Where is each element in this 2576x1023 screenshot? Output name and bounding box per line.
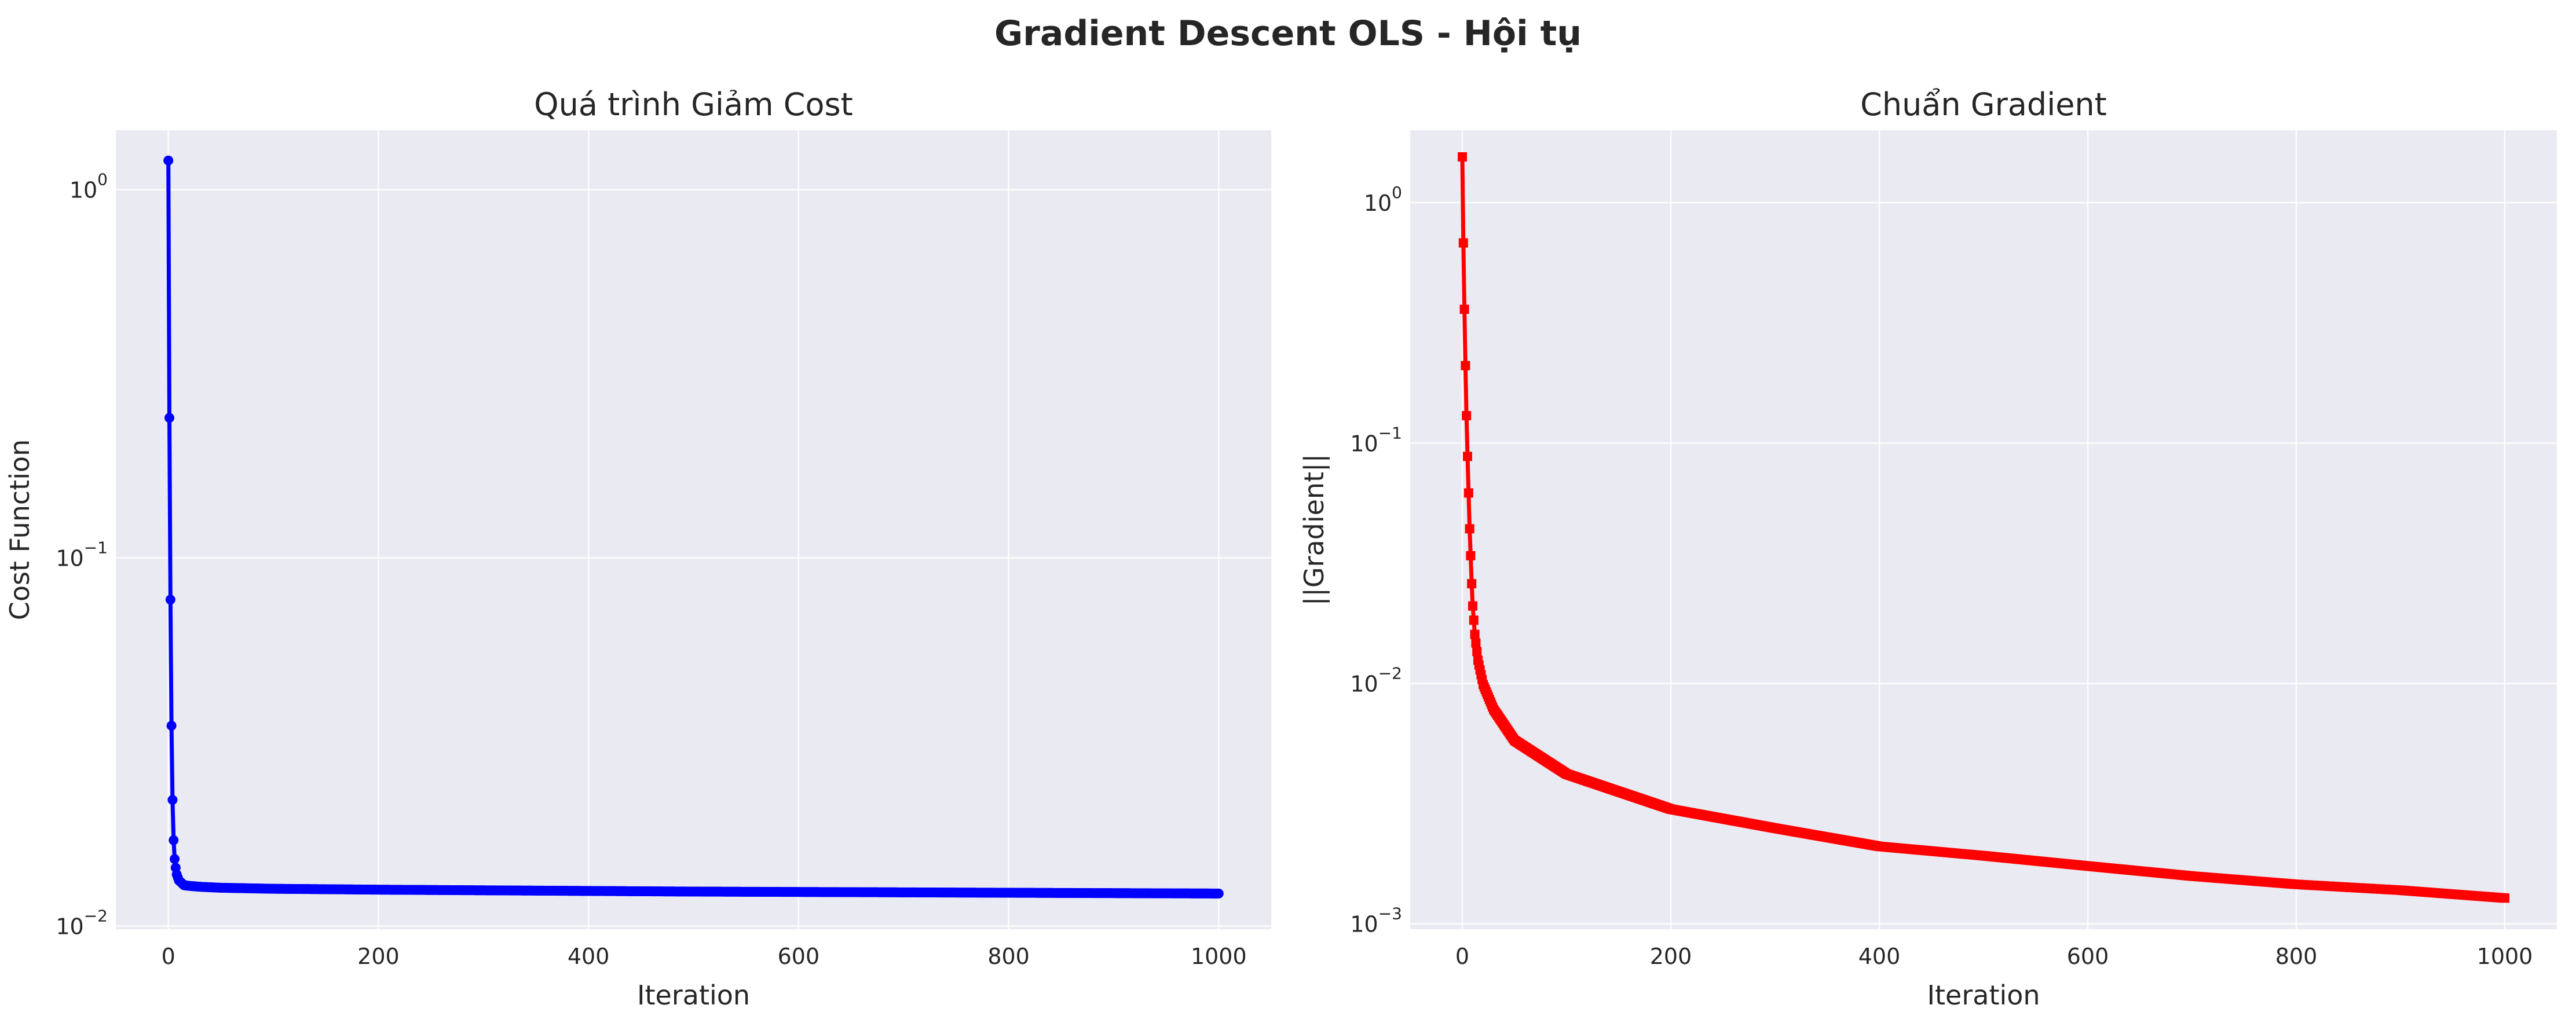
gradient-data-point <box>1463 488 1473 498</box>
gradient-data-point <box>1468 601 1477 611</box>
gradient-data-point <box>2500 893 2509 903</box>
gradient-data-point <box>1459 305 1469 314</box>
cost-data-point <box>1213 888 1224 899</box>
gradient-data-point <box>1466 551 1476 560</box>
cost-plot-area <box>116 130 1271 929</box>
gradient-data-point <box>1471 638 1481 648</box>
gradient-y-tick-label: 100 <box>1364 183 1402 216</box>
gradient-x-tick-label: 200 <box>1650 944 1692 969</box>
cost-chart-title: Quá trình Giảm Cost <box>534 86 853 123</box>
cost-y-axis-label: Cost Function <box>4 439 35 621</box>
cost-data-point <box>167 795 178 805</box>
gradient-data-point <box>1461 361 1470 371</box>
cost-x-tick-label: 800 <box>987 944 1030 969</box>
gradient-x-tick-label: 1000 <box>2477 944 2533 969</box>
gradient-data-point <box>1458 238 1468 248</box>
gradient-data-point <box>1463 452 1472 461</box>
gradient-data-point <box>1472 647 1482 657</box>
gradient-data-point <box>1458 152 1467 162</box>
gradient-x-axis-label: Iteration <box>1927 980 2040 1011</box>
cost-x-tick-label: 0 <box>162 944 175 969</box>
gradient-y-tick-label: 10−1 <box>1350 423 1402 456</box>
gradient-x-tick-label: 800 <box>2275 944 2318 969</box>
gradient-data-point <box>1470 629 1480 639</box>
cost-data-point <box>170 854 180 864</box>
cost-y-tick-label: 100 <box>69 170 108 203</box>
cost-x-axis-label: Iteration <box>637 980 750 1011</box>
cost-series-markers <box>163 155 1224 899</box>
cost-data-point <box>169 835 179 845</box>
gradient-y-tick-label: 10−3 <box>1350 904 1402 937</box>
cost-data-point <box>163 155 174 166</box>
gradient-x-tick-label: 0 <box>1455 944 1469 969</box>
cost-x-tick-label: 600 <box>778 944 820 969</box>
gradient-data-point <box>1469 615 1479 625</box>
cost-y-tick-label: 10−1 <box>56 538 108 571</box>
gradient-plot-area <box>1410 130 2557 929</box>
cost-y-tick-label: 10−2 <box>56 906 108 939</box>
gradient-y-tick-label: 10−2 <box>1350 664 1402 697</box>
figure-title: Gradient Descent OLS - Hội tụ <box>994 13 1582 54</box>
gradient-chart-panel: 0 200 400 600 800 1000 10−3 10−2 10−1 100 Chuẩn Gr… <box>1298 86 2557 1011</box>
cost-data-point <box>164 413 174 423</box>
cost-x-tick-label: 1000 <box>1191 944 1247 969</box>
cost-chart-panel: 0 200 400 600 800 1000 10−2 10−1 100 Quá trình Gi… <box>4 86 1271 1011</box>
gradient-chart-title: Chuẩn Gradient <box>1860 86 2107 123</box>
gradient-series-markers <box>1458 152 2509 903</box>
gradient-data-point <box>1465 524 1474 534</box>
cost-data-point <box>166 720 177 731</box>
gradient-data-point <box>1467 579 1477 589</box>
cost-data-point <box>165 595 175 605</box>
gradient-x-tick-label: 600 <box>2067 944 2109 969</box>
gradient-y-axis-label: ||Gradient|| <box>1298 454 1330 606</box>
gradient-data-point <box>1462 410 1472 420</box>
cost-x-tick-label: 400 <box>568 944 610 969</box>
cost-x-tick-label: 200 <box>357 944 400 969</box>
gradient-x-tick-label: 400 <box>1858 944 1901 969</box>
